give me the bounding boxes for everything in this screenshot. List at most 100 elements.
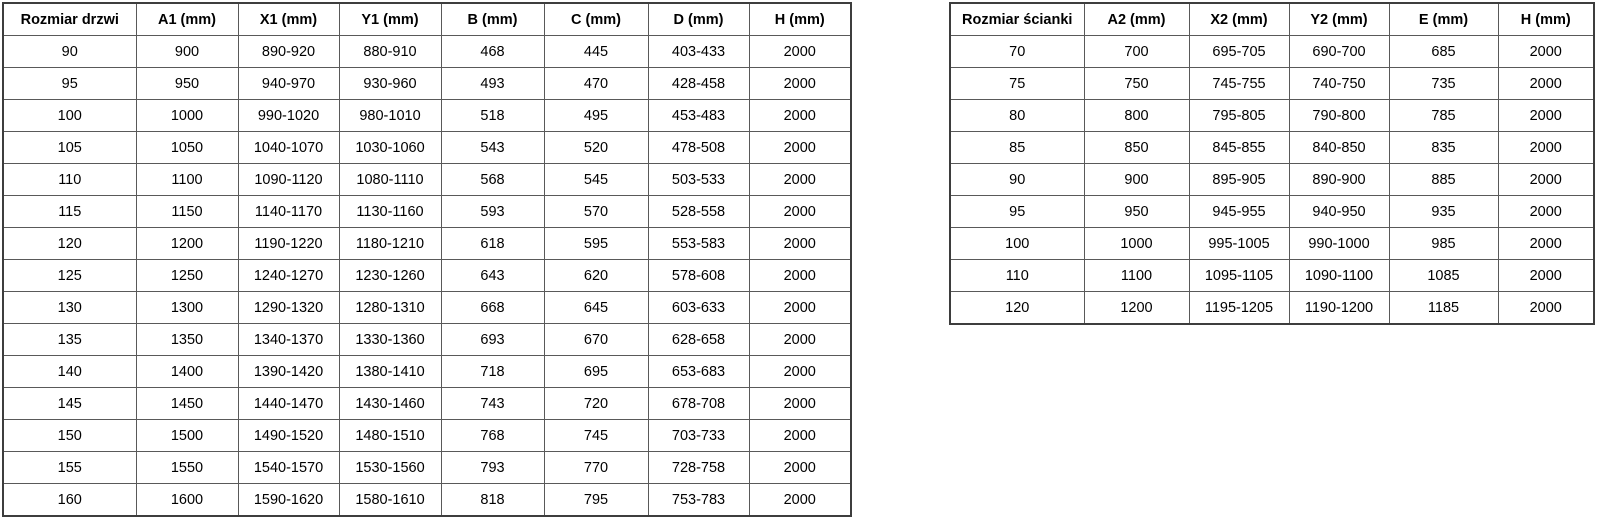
table-cell: 2000: [748, 291, 852, 324]
table-cell: 793: [440, 451, 545, 484]
table-cell: 985: [1388, 227, 1499, 260]
table-cell: 2000: [1497, 259, 1595, 292]
table-cell: 518: [440, 99, 545, 132]
table-cell: 618: [440, 227, 545, 260]
table-cell: 890-900: [1288, 163, 1390, 196]
table-cell: 753-783: [647, 483, 750, 517]
table-cell: 2000: [748, 419, 852, 452]
table-cell: 940-970: [237, 67, 340, 100]
table-cell: 1190-1220: [237, 227, 340, 260]
table-cell: 80: [949, 99, 1085, 132]
table-cell: 990-1000: [1288, 227, 1390, 260]
wall-size-table: Rozmiar ścianki A2 (mm) X2 (mm) Y2 (mm) E (m…: [949, 2, 1595, 325]
table-cell: 1180-1210: [338, 227, 442, 260]
table-cell: 895-905: [1188, 163, 1290, 196]
table-cell: 1200: [1083, 291, 1190, 325]
table-cell: 1085: [1388, 259, 1499, 292]
table-cell: 885: [1388, 163, 1499, 196]
table-cell: 728-758: [647, 451, 750, 484]
table-cell: 795-805: [1188, 99, 1290, 132]
table-cell: 900: [135, 35, 239, 68]
table-cell: 2000: [748, 99, 852, 132]
table-row: 70 700 695-705 690-700 685 2000: [949, 35, 1595, 68]
table-cell: 645: [543, 291, 649, 324]
table-row: 100 1000 995-1005 990-1000 985 2000: [949, 227, 1595, 260]
table-cell: 1590-1620: [237, 483, 340, 517]
table-cell: 1150: [135, 195, 239, 228]
table-cell: 950: [1083, 195, 1190, 228]
table-cell: 110: [2, 163, 137, 196]
table-cell: 940-950: [1288, 195, 1390, 228]
table-cell: 478-508: [647, 131, 750, 164]
table-cell: 445: [543, 35, 649, 68]
table-cell: 593: [440, 195, 545, 228]
table-cell: 800: [1083, 99, 1190, 132]
table-cell: 2000: [748, 131, 852, 164]
table-cell: 403-433: [647, 35, 750, 68]
table-row: 95 950 945-955 940-950 935 2000: [949, 195, 1595, 228]
table-cell: 85: [949, 131, 1085, 164]
table-row: 125 1250 1240-1270 1230-1260 643 620 578-608 20…: [2, 259, 852, 292]
table-cell: 685: [1388, 35, 1499, 68]
table-row: 90 900 895-905 890-900 885 2000: [949, 163, 1595, 196]
table-cell: 695-705: [1188, 35, 1290, 68]
table-cell: 470: [543, 67, 649, 100]
table-cell: 2000: [748, 323, 852, 356]
table-cell: 1140-1170: [237, 195, 340, 228]
table-cell: 120: [2, 227, 137, 260]
column-header: E (mm): [1388, 2, 1499, 36]
column-header: Rozmiar ścianki: [949, 2, 1085, 36]
table-cell: 528-558: [647, 195, 750, 228]
table-cell: 2000: [1497, 67, 1595, 100]
table-cell: 845-855: [1188, 131, 1290, 164]
table-cell: 428-458: [647, 67, 750, 100]
table-cell: 1000: [135, 99, 239, 132]
table-cell: 95: [949, 195, 1085, 228]
table-cell: 643: [440, 259, 545, 292]
table-cell: 745-755: [1188, 67, 1290, 100]
table-row: 130 1300 1290-1320 1280-1310 668 645 603-633 20…: [2, 291, 852, 324]
table-cell: 1480-1510: [338, 419, 442, 452]
table-cell: 2000: [1497, 99, 1595, 132]
table-row: 95 950 940-970 930-960 493 470 428-458 2000: [2, 67, 852, 100]
table-cell: 690-700: [1288, 35, 1390, 68]
table-cell: 1500: [135, 419, 239, 452]
table-cell: 2000: [748, 195, 852, 228]
table-cell: 1240-1270: [237, 259, 340, 292]
table-cell: 1530-1560: [338, 451, 442, 484]
table-cell: 1400: [135, 355, 239, 388]
table-cell: 1000: [1083, 227, 1190, 260]
table-cell: 1380-1410: [338, 355, 442, 388]
table-row: 135 1350 1340-1370 1330-1360 693 670 628-658 20…: [2, 323, 852, 356]
table-cell: 980-1010: [338, 99, 442, 132]
table-cell: 468: [440, 35, 545, 68]
table-cell: 935: [1388, 195, 1499, 228]
column-header: C (mm): [543, 2, 649, 36]
table-cell: 750: [1083, 67, 1190, 100]
table-cell: 693: [440, 323, 545, 356]
table-cell: 1450: [135, 387, 239, 420]
table-cell: 90: [949, 163, 1085, 196]
table-cell: 95: [2, 67, 137, 100]
table-cell: 740-750: [1288, 67, 1390, 100]
table-cell: 100: [2, 99, 137, 132]
table-cell: 125: [2, 259, 137, 292]
table-cell: 595: [543, 227, 649, 260]
table-cell: 2000: [748, 35, 852, 68]
table-cell: 553-583: [647, 227, 750, 260]
table-cell: 668: [440, 291, 545, 324]
table-row: 80 800 795-805 790-800 785 2000: [949, 99, 1595, 132]
table-cell: 110: [949, 259, 1085, 292]
table-cell: 1095-1105: [1188, 259, 1290, 292]
table-cell: 2000: [748, 451, 852, 484]
table-cell: 1290-1320: [237, 291, 340, 324]
column-header: Y2 (mm): [1288, 2, 1390, 36]
table-cell: 1350: [135, 323, 239, 356]
table-cell: 745: [543, 419, 649, 452]
table-row: 155 1550 1540-1570 1530-1560 793 770 728-758 20…: [2, 451, 852, 484]
table-cell: 1090-1100: [1288, 259, 1390, 292]
table-cell: 930-960: [338, 67, 442, 100]
table-row: 90 900 890-920 880-910 468 445 403-433 2000: [2, 35, 852, 68]
table-cell: 1100: [135, 163, 239, 196]
column-header: D (mm): [647, 2, 750, 36]
